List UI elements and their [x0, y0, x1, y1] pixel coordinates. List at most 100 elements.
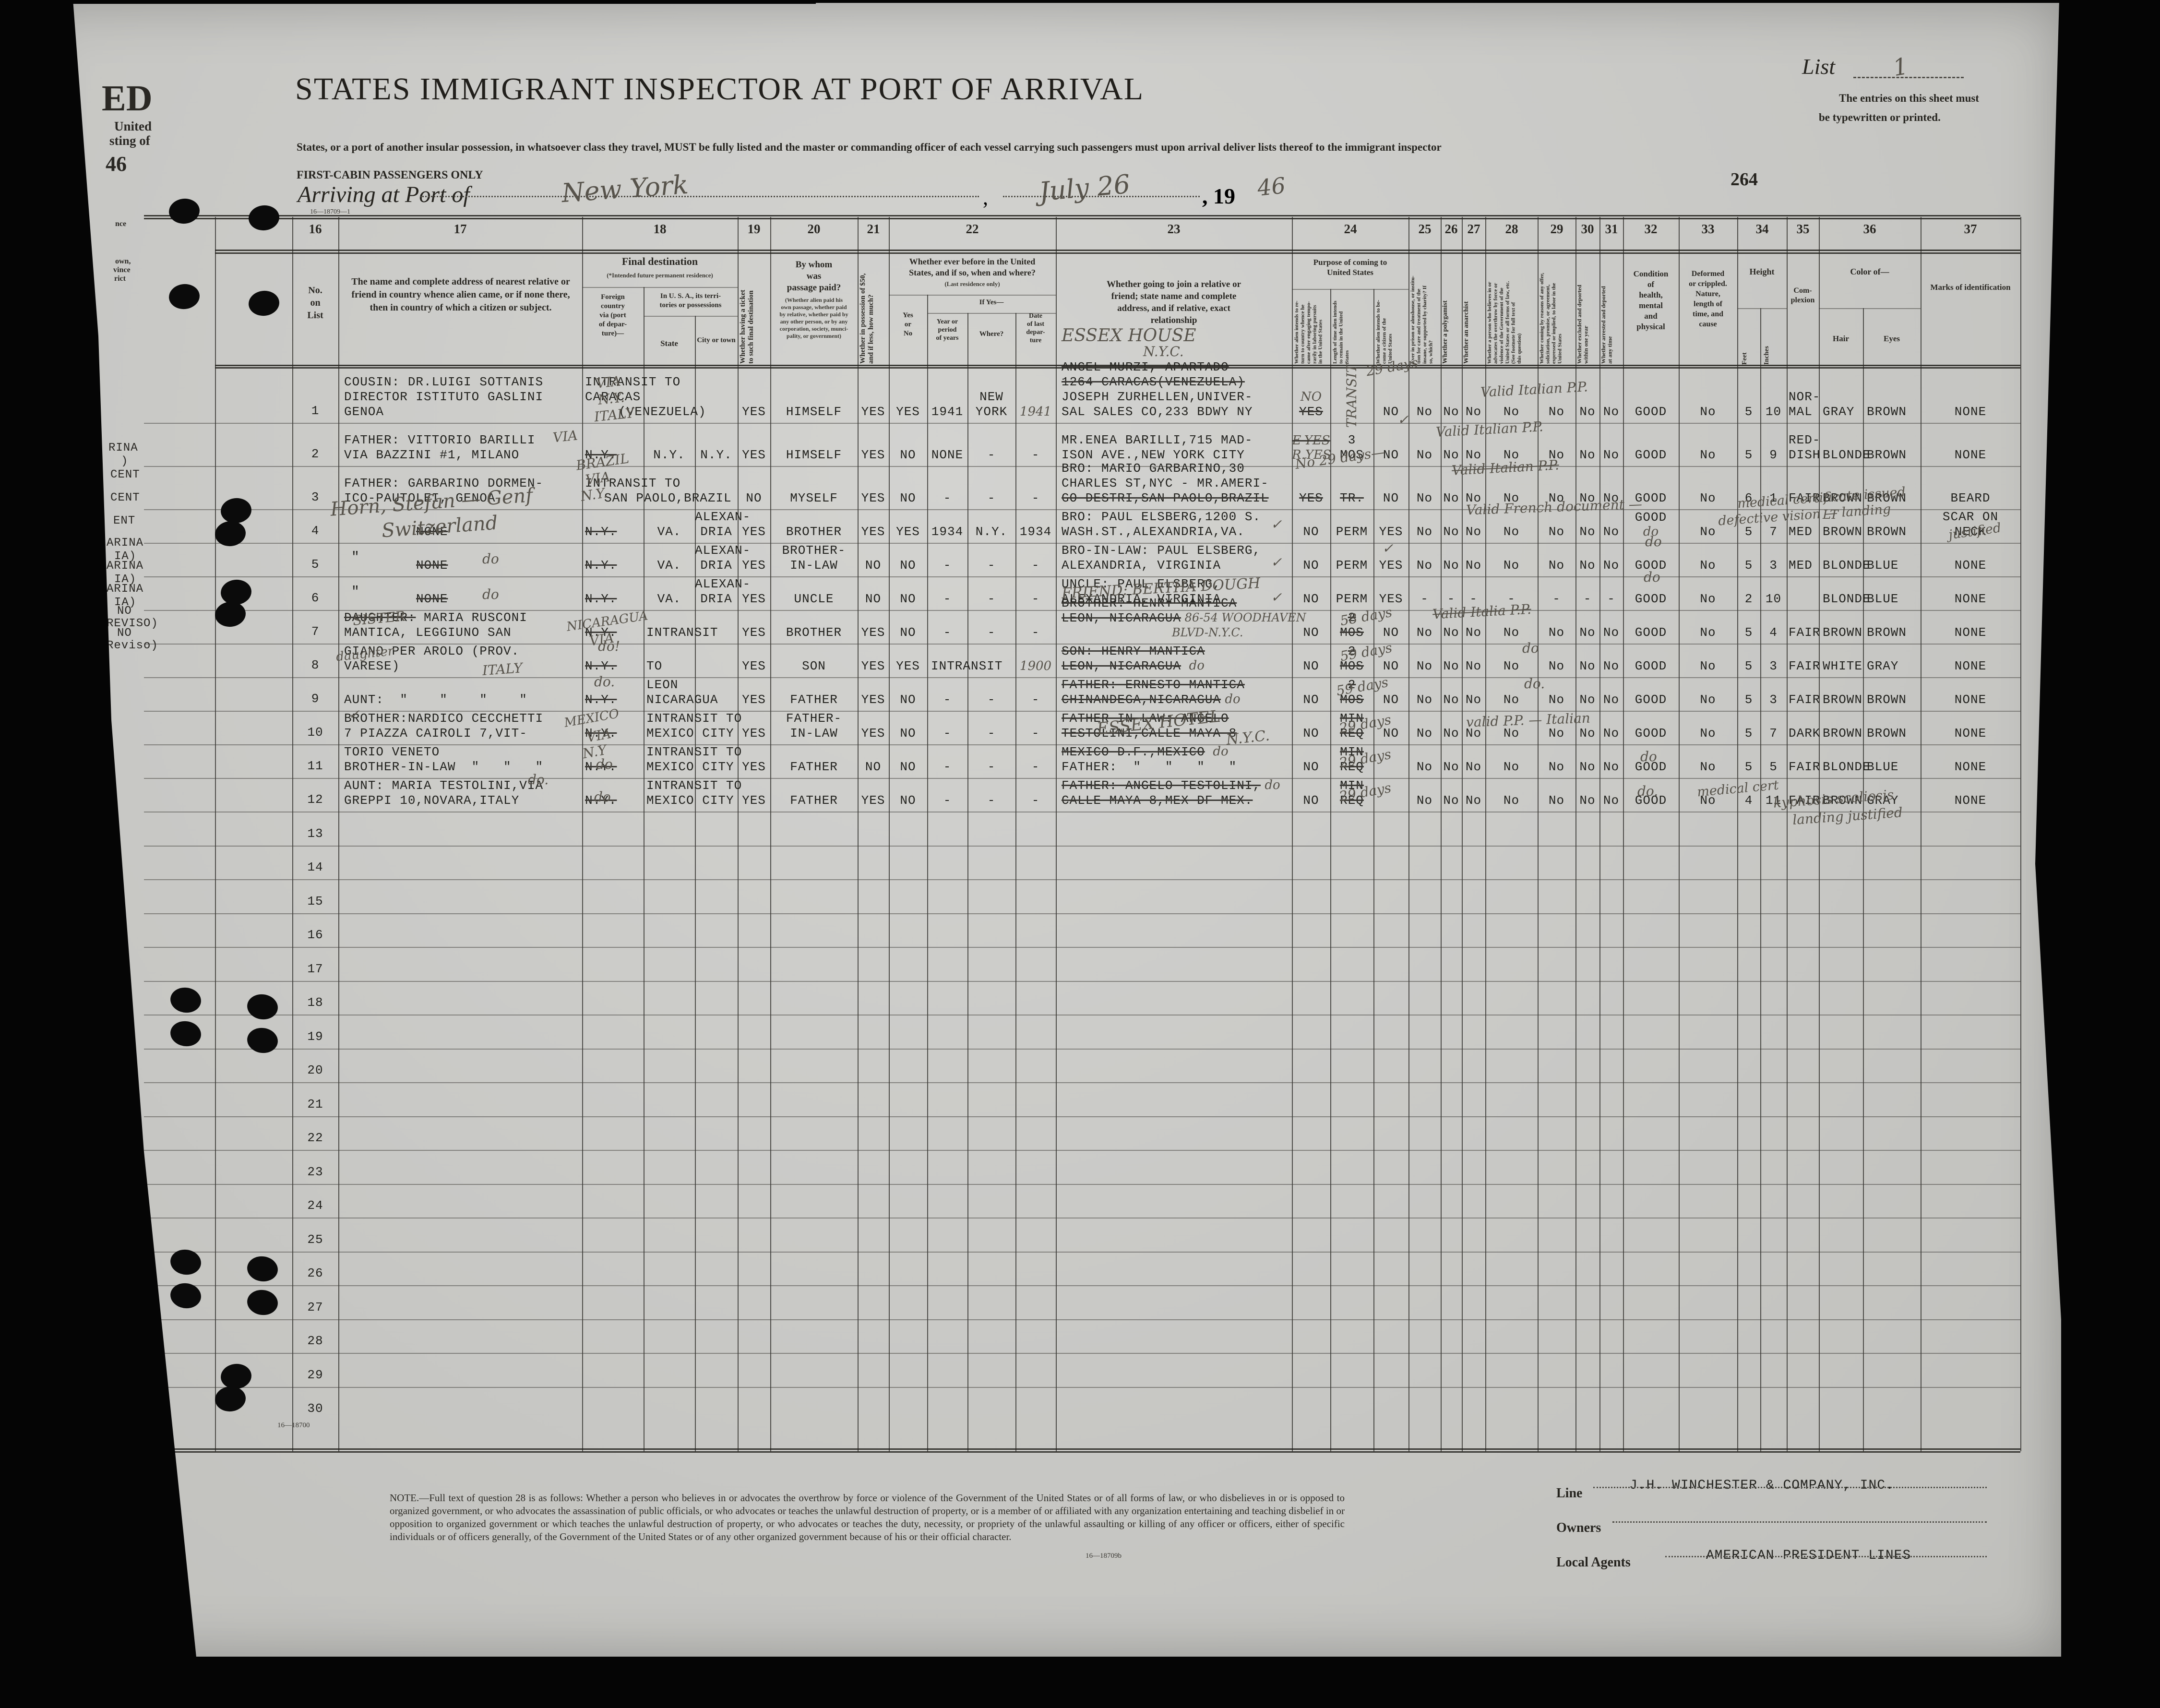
row-rule: [144, 466, 2020, 467]
column-number: 31: [1605, 222, 1618, 236]
annotation-handwritten: TRANSIT: [1344, 364, 1360, 428]
typed-note-line1: The entries on this sheet must: [1839, 92, 1979, 104]
cell-r9-c22dt: -: [1031, 693, 1040, 707]
subcolumn-rule: [967, 313, 968, 1451]
cell-r2-c17: FATHER: VITTORIO BARILLI VIA BAZZINI #1, …: [344, 433, 536, 462]
column-number: 26: [1444, 222, 1458, 236]
cell-r3-c24c: NO: [1383, 491, 1399, 505]
row-number-25: 25: [307, 1232, 323, 1247]
cell-r12-c17: AUNT: MARIA TESTOLINI,VIA GREPPI 10,NOVAR…: [344, 778, 544, 808]
edge-fragment: CENT: [110, 468, 140, 481]
cell-r11-c31: No: [1603, 760, 1620, 774]
cell-r7-c34i: 4: [1769, 625, 1778, 640]
cell-r6-c36e: BLUE: [1867, 592, 1899, 606]
cell-r10-c30: No: [1579, 726, 1596, 741]
cell-r4-c23: BRO: PAUL ELSBERG,1200 S. WASH.ST.,ALEXAN…: [1062, 510, 1261, 539]
annotation-handwritten: ITALY: [481, 660, 523, 679]
cell-r11-c25: No: [1416, 760, 1433, 774]
header-cell-c20_main: By whom was passage paid?: [787, 260, 841, 293]
cell-r12-c26: No: [1443, 793, 1459, 808]
subcolumn-rule: [1015, 313, 1016, 1451]
cell-r9-c25: No: [1416, 693, 1433, 707]
cell-r6-c29: -: [1552, 592, 1561, 606]
row-number-22: 22: [307, 1131, 323, 1145]
cell-r11-c34i: 5: [1769, 760, 1778, 774]
cell-r3-c22wh: -: [987, 491, 996, 505]
cell-r7-c22yn: NO: [900, 625, 916, 640]
line-value: J.H. WINCHESTER & COMPANY, INC.: [1629, 1478, 1894, 1493]
cell-r2-c24c: NO: [1383, 448, 1399, 462]
cell-r12-c18f: N.Y.: [585, 793, 617, 808]
header-sub-rule: [1819, 308, 1921, 309]
header-cell-c18_city: City or town: [697, 336, 736, 344]
heavy-rule: [144, 1448, 2020, 1450]
paper-sheet: [26, 3, 2061, 1657]
cell-r8-c26: No: [1443, 659, 1459, 673]
cell-r2-c22wh: -: [987, 448, 996, 462]
first-cabin-label: FIRST-CABIN PASSENGERS ONLY: [297, 169, 483, 181]
header-cell-c22_where: Where?: [979, 330, 1004, 338]
cell-r7-c24b: 2 MOS: [1340, 610, 1364, 640]
cell-r9-c30: No: [1579, 693, 1596, 707]
cell-r10-c35: DARK: [1789, 726, 1821, 741]
cell-r4-c22dt: 1934: [1019, 525, 1052, 539]
cell-r10-c20: FATHER- IN-LAW: [786, 711, 842, 741]
port-blank-line: [420, 196, 979, 197]
cell-r5-c36h: BLONDE: [1823, 558, 1871, 573]
cell-r7-c36e: BROWN: [1867, 625, 1907, 640]
cell-r10-c19: YES: [742, 726, 766, 741]
cell-r10-c18f: N.Y.: [585, 726, 617, 741]
row-rule: [144, 1048, 2020, 1050]
cell-r9-c24a: NO: [1303, 693, 1319, 707]
header-cell-c27: Whether an anarchist: [1463, 301, 1470, 364]
header-cell-c34_feet: Feet: [1741, 352, 1748, 365]
heavy-rule: [144, 218, 2020, 219]
header-cell-c18_note: (*Intended future permanent residence): [607, 272, 713, 279]
cell-r8-c30: No: [1579, 659, 1596, 673]
cell-r8-c24b: 2 MOS: [1340, 644, 1364, 673]
row-rule: [144, 576, 2020, 577]
cell-r4-c18c: ALEXAN- DRIA: [695, 510, 751, 539]
header-cell-c36_hair: Hair: [1833, 334, 1849, 343]
row-number-15: 15: [307, 894, 323, 908]
column-number: 17: [453, 222, 467, 236]
cell-r4-c24a: NO: [1303, 525, 1319, 539]
cell-r11-c32: GOOD: [1635, 760, 1667, 774]
local-agents-label: Local Agents: [1556, 1555, 1631, 1570]
annotation-handwritten: do.: [594, 789, 615, 805]
column-rule: [738, 217, 739, 1451]
cell-r4-c27: No: [1465, 525, 1482, 539]
cell-r1-c29: No: [1548, 405, 1565, 419]
row-rule: [144, 980, 2020, 982]
column-rule: [1623, 217, 1624, 1451]
cell-r4-c22yn: YES: [896, 525, 920, 539]
cell-r12-c24b: MIN REQ: [1340, 778, 1364, 808]
cell-r6-c22wh: -: [987, 592, 996, 606]
cell-r11-c36e: BLUE: [1867, 760, 1899, 774]
header-cell-c20_note: (Whether alien paid his own passage, whe…: [779, 297, 848, 339]
header-cell-c18_usa: In U. S. A., its terri- tories or posses…: [659, 292, 722, 309]
cell-r12-c34i: 11: [1765, 793, 1782, 808]
row-number-6: 6: [311, 591, 320, 605]
cell-r1-c26: No: [1443, 405, 1459, 419]
cell-r11-c28: No: [1503, 760, 1520, 774]
row-rule: [144, 711, 2020, 712]
cell-r7-c22dt: -: [1031, 625, 1040, 640]
row-number-8: 8: [311, 658, 320, 672]
row-number-10: 10: [307, 725, 323, 740]
cell-r12-c28: No: [1503, 793, 1520, 808]
header-cell-c25: Ever in prison or almshouse, or institu-…: [1410, 275, 1434, 364]
cell-r4-c24b: PERM: [1336, 525, 1368, 539]
column-rule: [1538, 217, 1539, 1451]
edge-fragment: United: [114, 119, 152, 133]
row-number-12: 12: [307, 792, 323, 807]
owners-label: Owners: [1556, 1520, 1601, 1535]
cell-r9-c34f: 5: [1744, 693, 1753, 707]
edge-fragment: CENT: [110, 491, 140, 504]
row-number-14: 14: [307, 860, 323, 874]
cell-r9-c22yn: NO: [900, 693, 916, 707]
header-cell-c16: No. on List: [307, 285, 323, 321]
column-rule: [889, 217, 890, 1451]
cell-r3-c28: No: [1503, 491, 1520, 505]
header-cell-c22_date: Date of last depar- ture: [1026, 312, 1045, 344]
